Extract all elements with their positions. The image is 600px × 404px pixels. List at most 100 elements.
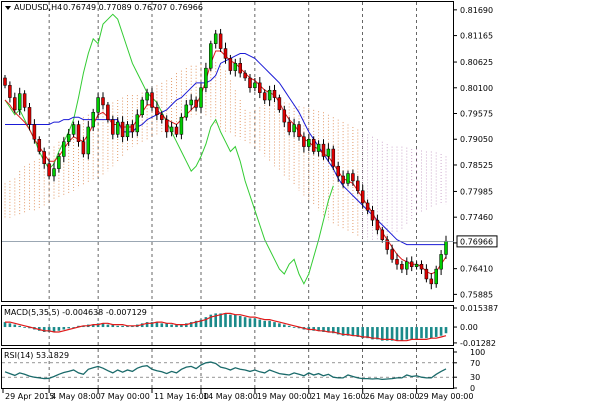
macd-bar <box>243 317 247 328</box>
candle <box>375 214 380 235</box>
rsi-tick-label: 0 <box>470 384 475 393</box>
macd-bar <box>194 320 198 328</box>
candle <box>213 29 218 49</box>
vertical-grid <box>48 2 417 388</box>
candle <box>380 226 385 243</box>
candle <box>336 161 340 182</box>
candle <box>32 119 37 144</box>
y-tick-label: 0.80100 <box>460 84 493 93</box>
candle <box>282 105 287 127</box>
macd-bar <box>327 327 330 332</box>
x-tick-label: 29 May 00:00 <box>419 392 474 401</box>
candle <box>311 136 316 155</box>
macd-bar <box>439 327 443 336</box>
candle <box>360 184 365 209</box>
candle <box>150 87 154 111</box>
macd-bar <box>219 313 222 328</box>
y-tick-label: 0.77460 <box>460 213 493 222</box>
macd-bar <box>273 322 276 328</box>
macd-tick-label: -0.01282 <box>460 339 496 348</box>
macd-bar <box>42 327 46 332</box>
macd-bar <box>253 318 257 328</box>
candle <box>27 102 32 131</box>
x-tick-label: 26 May 08:00 <box>365 392 420 401</box>
candle <box>419 260 424 275</box>
candle <box>17 87 22 116</box>
y-tick-label: 0.79050 <box>460 135 493 144</box>
x-tick-label: 21 May 16:00 <box>311 392 366 401</box>
macd-bar <box>371 327 374 340</box>
macd-bar <box>18 325 21 328</box>
candle <box>13 92 17 114</box>
candle <box>169 121 174 137</box>
collapse-triangle-icon[interactable] <box>5 6 11 10</box>
macd-bar <box>131 325 134 328</box>
candle <box>321 139 326 160</box>
lagging-span-line <box>4 13 334 285</box>
macd-signal-line <box>5 312 447 342</box>
candle <box>346 170 350 187</box>
macd-bar <box>145 322 149 328</box>
candle <box>218 28 223 52</box>
candle <box>140 97 144 118</box>
ohlc-values: 0.76749 0.77089 0.76707 0.76966 <box>63 3 203 12</box>
candle <box>91 108 95 131</box>
macd-bar <box>165 323 168 328</box>
macd-bar <box>224 313 227 328</box>
candle <box>228 54 233 75</box>
candle <box>62 137 66 163</box>
candle <box>405 257 409 276</box>
macd-bar <box>346 327 350 336</box>
macd-bar <box>52 327 56 332</box>
candle <box>223 42 228 64</box>
macd-bar <box>8 323 12 328</box>
macd-tick-label: 0.015387 <box>460 304 498 313</box>
rsi-label: RSI(14) 53.1829 <box>4 351 69 360</box>
x-tick-label: 7 May 00:00 <box>100 392 150 401</box>
candle <box>316 140 321 157</box>
x-tick-label: 14 May 08:00 <box>203 392 258 401</box>
candle <box>233 58 238 77</box>
candle <box>253 77 257 92</box>
macd-label: MACD(5,35,5) -0.004638 -0.007129 <box>4 308 147 317</box>
macd-bar <box>116 325 119 328</box>
candle <box>434 265 438 288</box>
candle <box>120 116 125 143</box>
macd-bar <box>263 320 266 328</box>
macd-bar <box>400 327 404 341</box>
macd-bar <box>258 319 262 328</box>
candle <box>96 93 100 119</box>
macd-bar <box>160 323 164 328</box>
candle <box>409 256 414 272</box>
candle <box>3 75 7 89</box>
macd-bar <box>13 324 17 328</box>
y-tick-label: 0.81690 <box>460 6 493 15</box>
candle <box>47 158 51 180</box>
macd-bar <box>278 323 281 328</box>
candle <box>248 74 252 93</box>
macd-bar <box>351 327 355 336</box>
candle <box>365 199 370 215</box>
macd-tick-label: 0.00 <box>460 323 478 332</box>
candle <box>86 121 91 160</box>
macd-bar <box>199 319 203 328</box>
macd-bar <box>106 324 110 328</box>
y-tick-label: 0.81165 <box>460 32 493 41</box>
candle <box>52 162 56 182</box>
macd-bar <box>57 327 61 331</box>
macd-bar <box>47 327 51 332</box>
macd-bar <box>72 327 75 328</box>
macd-bar <box>405 327 409 340</box>
rsi-tick-label: 30 <box>470 373 480 382</box>
macd-bar <box>434 327 438 337</box>
macd-bar <box>238 315 242 328</box>
candle <box>267 85 272 106</box>
y-tick-label: 0.77985 <box>460 187 493 196</box>
macd-bar <box>111 324 115 328</box>
candle <box>111 115 115 140</box>
candle <box>287 117 291 136</box>
candle <box>76 120 81 147</box>
